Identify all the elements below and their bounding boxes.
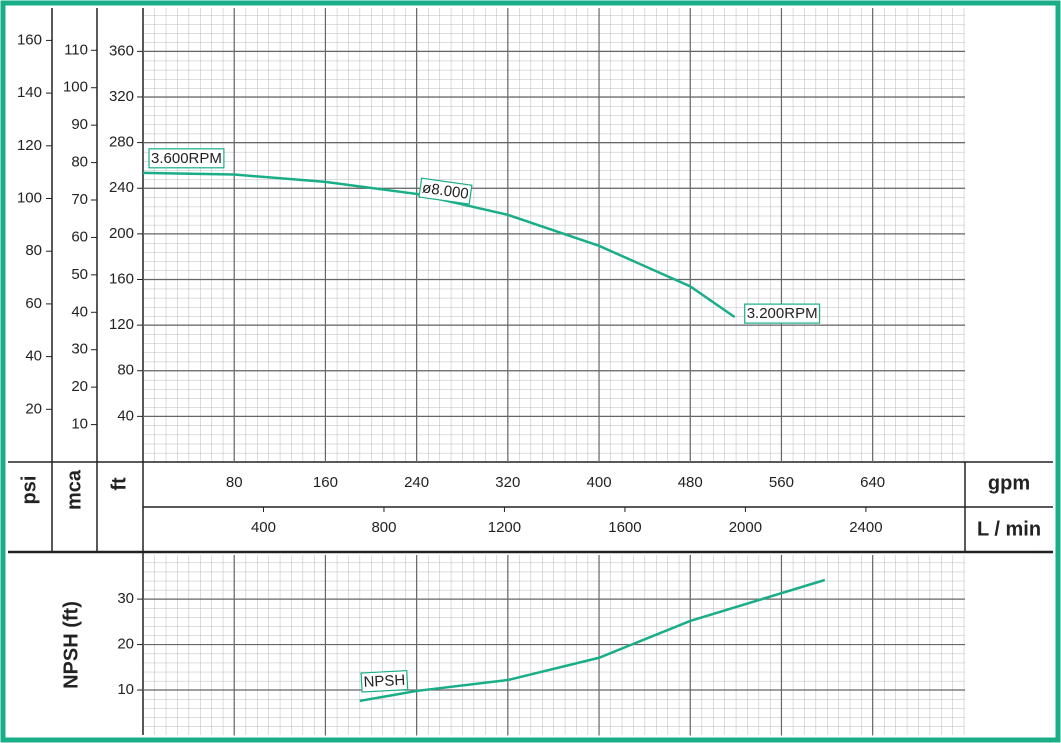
y2-tick-label: 70: [71, 191, 88, 208]
x2-tick-label: 1200: [488, 519, 521, 536]
y-tick-label: 30: [117, 590, 134, 607]
y2-tick-label: 50: [71, 266, 88, 283]
label-box: [744, 303, 821, 324]
x-tick-label: 560: [769, 474, 794, 491]
y3-tick-label: 100: [17, 189, 42, 206]
x-tick-label: 80: [226, 474, 243, 491]
y-tick-label: 10: [117, 681, 134, 698]
x2-tick-label: 1600: [608, 519, 641, 536]
axis-label: psi: [18, 476, 40, 505]
label-text: 3.200RPM: [747, 305, 818, 322]
x2-tick-label: 2400: [849, 519, 882, 536]
y3-tick-label: 40: [25, 348, 42, 365]
x-tick-label: 400: [587, 474, 612, 491]
x-tick-label: 480: [678, 474, 703, 491]
curve-label: ø8.000: [418, 177, 473, 205]
y2-tick-label: 10: [71, 416, 88, 433]
y2-tick-label: 30: [71, 341, 88, 358]
y-tick-label: 360: [109, 42, 134, 59]
y3-tick-label: 160: [17, 31, 42, 48]
y-tick-label: 120: [109, 316, 134, 333]
x2-tick-label: 400: [251, 519, 276, 536]
axis-label: gpm: [988, 472, 1030, 494]
y-tick-label: 320: [109, 88, 134, 105]
x2-tick-label: 800: [371, 519, 396, 536]
curve-label: 3.200RPM: [744, 303, 821, 324]
curve: [359, 578, 826, 703]
y2-tick-label: 40: [71, 303, 88, 320]
x2-tick-label: 2000: [729, 519, 762, 536]
x-tick-label: 320: [495, 474, 520, 491]
y3-tick-label: 140: [17, 84, 42, 101]
axis-label: L / min: [977, 518, 1041, 540]
x-tick-label: 240: [404, 474, 429, 491]
label-text: 3.600RPM: [151, 150, 222, 167]
curve: [142, 171, 736, 319]
y2-tick-label: 80: [71, 154, 88, 171]
y-tick-label: 40: [117, 407, 134, 424]
label-text: ø8.000: [421, 179, 470, 202]
y3-tick-label: 20: [25, 400, 42, 417]
y-tick-label: 80: [117, 362, 134, 379]
y3-tick-label: 60: [25, 295, 42, 312]
minor-grid: [143, 8, 965, 462]
axis-label: ft: [108, 477, 130, 491]
label-box: [360, 670, 409, 693]
x-tick-label: 640: [860, 474, 885, 491]
y-tick-label: 280: [109, 134, 134, 151]
axis-label: mca: [63, 469, 85, 510]
y-tick-label: 200: [109, 225, 134, 242]
y3-tick-label: 120: [17, 137, 42, 154]
label-text: NPSH: [363, 672, 406, 691]
y2-tick-label: 20: [71, 378, 88, 395]
label-box: [148, 148, 225, 169]
y-tick-label: 20: [117, 636, 134, 653]
y3-tick-label: 80: [25, 242, 42, 259]
y2-tick-label: 90: [71, 116, 88, 133]
curve-label: 3.600RPM: [148, 148, 225, 169]
frame-lines: [8, 8, 1053, 735]
axis-label: NPSH (ft): [60, 601, 82, 689]
x-tick-label: 160: [313, 474, 338, 491]
y-tick-label: 240: [109, 179, 134, 196]
y2-tick-label: 100: [63, 79, 88, 96]
label-box: [418, 177, 473, 205]
y2-tick-label: 60: [71, 228, 88, 245]
y-tick-label: 160: [109, 270, 134, 287]
curve-label: NPSH: [360, 670, 409, 693]
y2-tick-label: 110: [64, 41, 88, 58]
